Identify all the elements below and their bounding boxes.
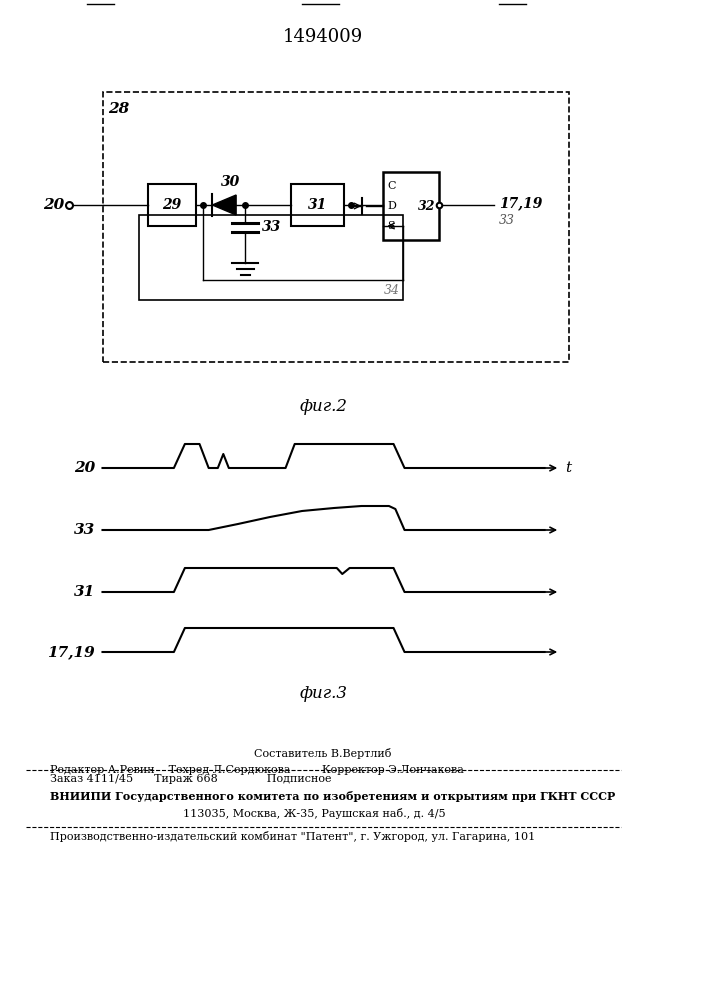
Bar: [103, 92, 569, 362]
Text: 20: 20: [74, 461, 95, 475]
Text: 17,19: 17,19: [47, 645, 95, 659]
Text: Заказ 4111/45      Тираж 668              Подписное: Заказ 4111/45 Тираж 668 Подписное: [50, 774, 332, 784]
Text: 31: 31: [308, 198, 327, 212]
Bar: [139, 215, 403, 300]
Text: 28: 28: [108, 102, 129, 116]
Text: 31: 31: [74, 585, 95, 599]
Text: Производственно-издательский комбинат "Патент", г. Ужгород, ул. Гагарина, 101: Производственно-издательский комбинат "П…: [50, 831, 536, 842]
Text: Составитель В.Вертлиб: Составитель В.Вертлиб: [255, 748, 392, 759]
Text: 33: 33: [262, 220, 281, 234]
Text: 29: 29: [163, 198, 182, 212]
Text: D: D: [387, 201, 396, 211]
Text: 34: 34: [384, 284, 400, 297]
Text: фиг.3: фиг.3: [299, 685, 347, 702]
Text: 20: 20: [43, 198, 64, 212]
Text: C: C: [387, 181, 396, 191]
Text: фиг.2: фиг.2: [299, 398, 347, 415]
Text: 33: 33: [498, 215, 515, 228]
Text: 30: 30: [221, 175, 240, 189]
Text: ВНИИПИ Государственного комитета по изобретениям и открытиям при ГКНТ СССР: ВНИИПИ Государственного комитета по изоб…: [50, 791, 616, 802]
Text: 33: 33: [74, 523, 95, 537]
Text: t: t: [565, 461, 571, 475]
Polygon shape: [212, 195, 236, 215]
Bar: [382, 172, 439, 240]
Text: 17,19: 17,19: [498, 196, 542, 210]
Text: 32: 32: [418, 200, 436, 213]
Text: 1494009: 1494009: [283, 28, 363, 46]
Text: Редактор А.Ревин    Техред Л.Сердюкова         Корректор Э.Лончакова: Редактор А.Ревин Техред Л.Сердюкова Корр…: [50, 765, 464, 775]
Text: S: S: [387, 221, 395, 231]
Bar: [291, 184, 344, 226]
Text: 113035, Москва, Ж-35, Раушская наб., д. 4/5: 113035, Москва, Ж-35, Раушская наб., д. …: [183, 808, 445, 819]
Bar: [148, 184, 196, 226]
